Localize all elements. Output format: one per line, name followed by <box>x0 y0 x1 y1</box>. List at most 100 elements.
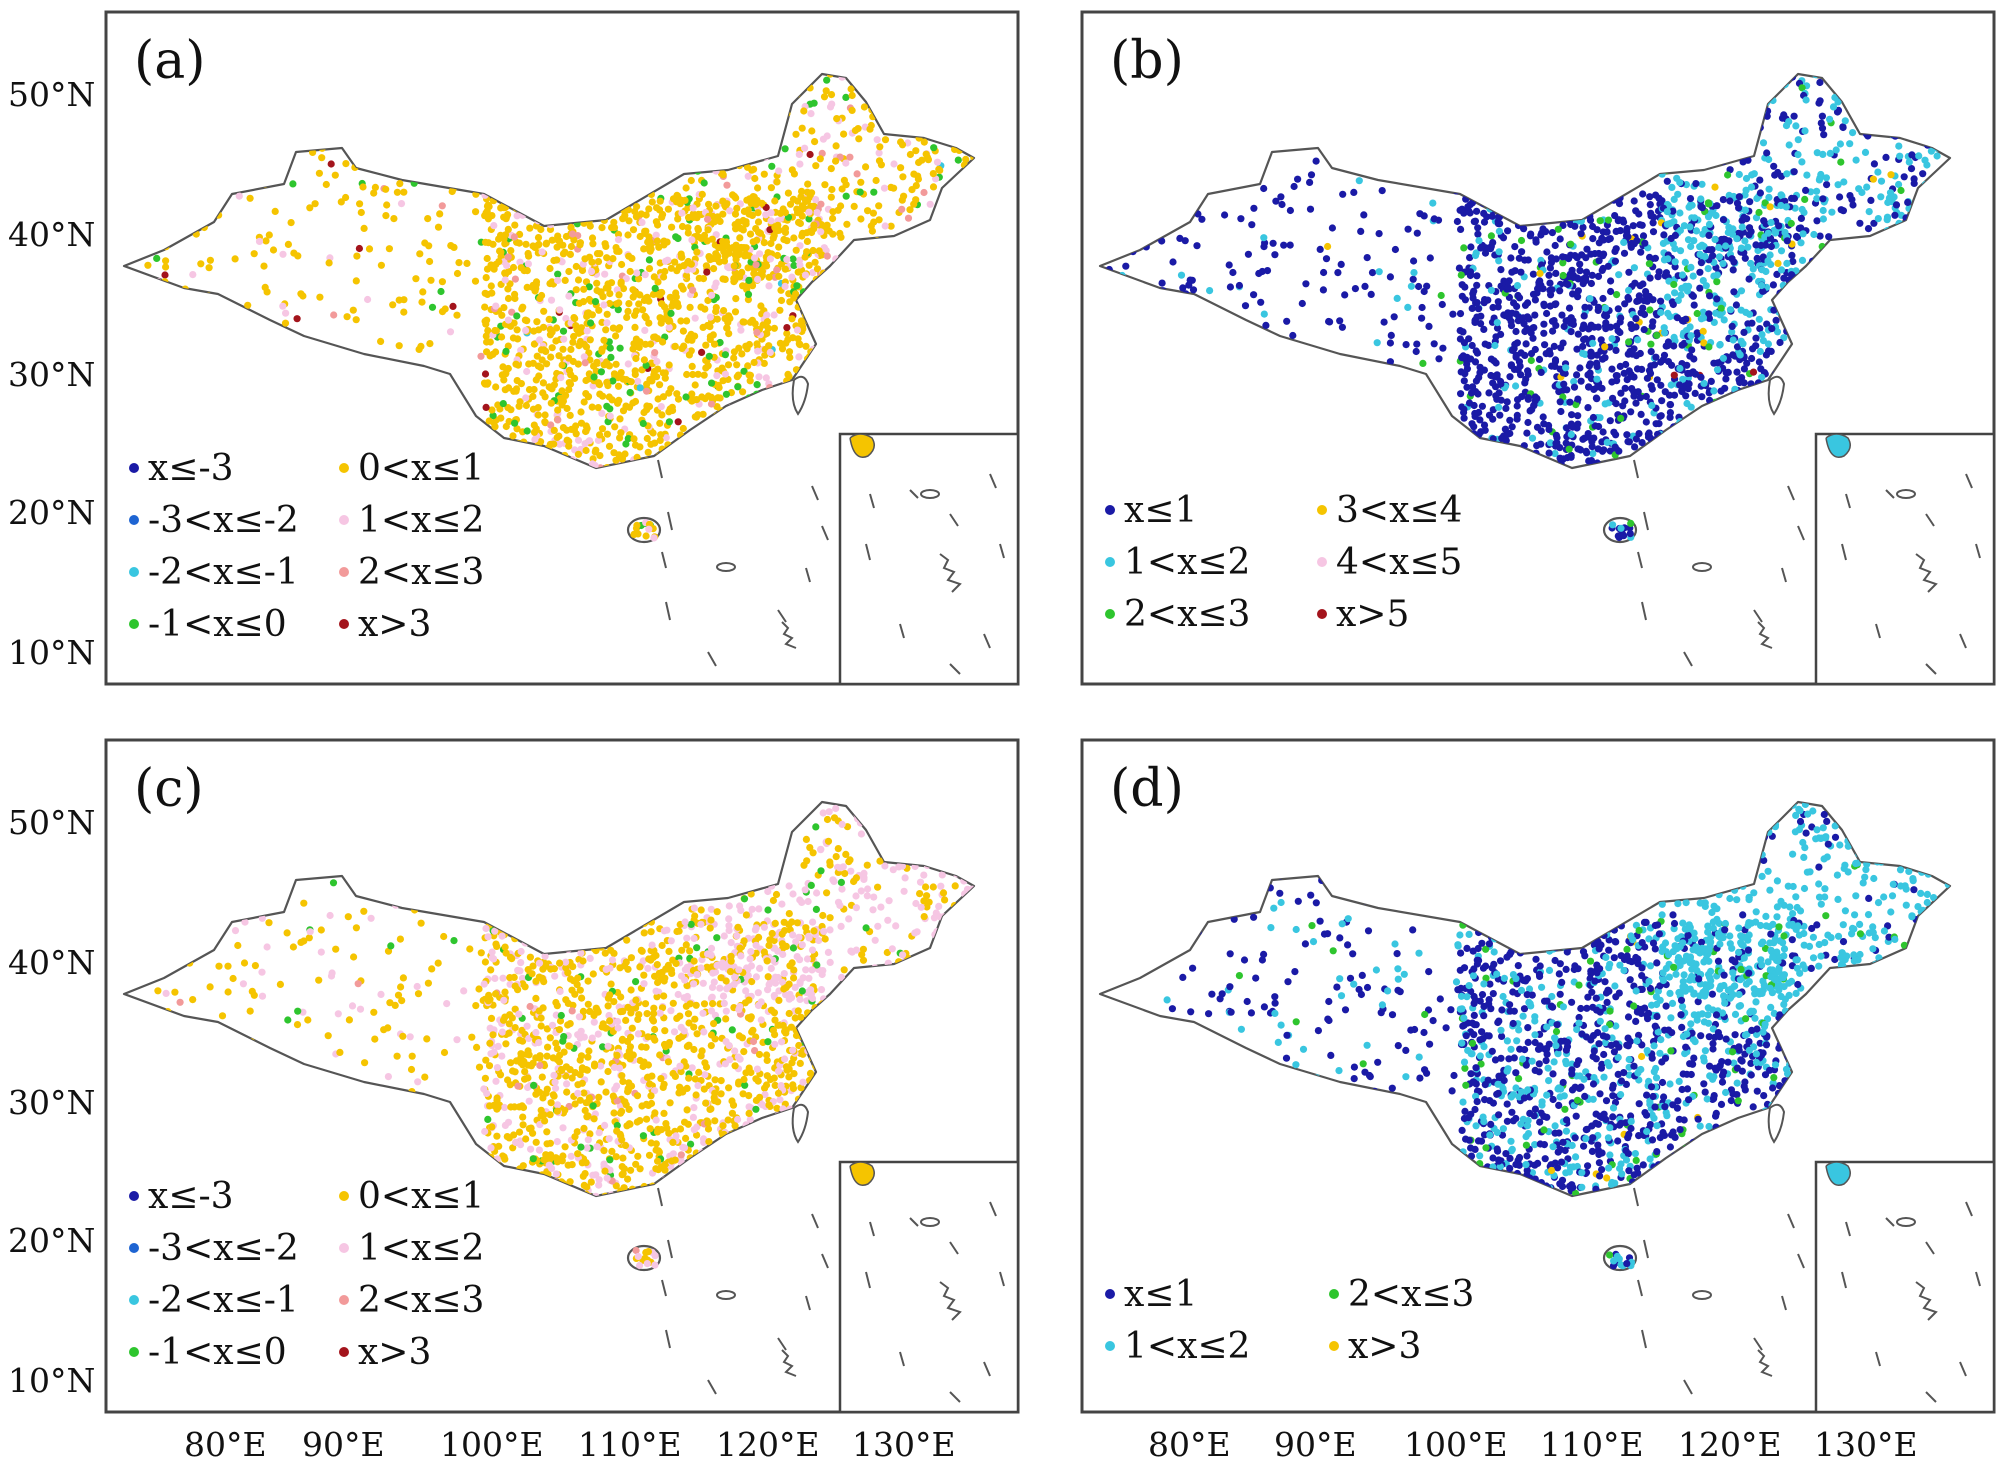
legend-marker <box>1317 505 1327 515</box>
station-point <box>1717 235 1726 244</box>
station-point <box>890 160 898 168</box>
station-point <box>1533 442 1541 450</box>
station-point <box>792 290 800 298</box>
station-point <box>741 250 750 258</box>
station-point <box>554 276 562 285</box>
legend-marker <box>129 463 139 473</box>
station-point <box>1815 99 1823 107</box>
station-point <box>1657 297 1665 305</box>
station-point <box>751 174 759 183</box>
station-point <box>1556 287 1564 295</box>
station-point <box>1472 377 1480 385</box>
station-point <box>760 359 768 367</box>
station-point <box>703 237 711 245</box>
station-point <box>516 258 524 266</box>
station-point <box>1748 171 1756 179</box>
station-point <box>1755 315 1763 323</box>
station-point <box>603 378 611 386</box>
station-point <box>1745 224 1754 232</box>
station-point <box>712 279 720 287</box>
station-point <box>1852 156 1860 164</box>
station-point <box>1476 363 1484 371</box>
station-point <box>842 159 850 167</box>
station-point <box>534 362 542 370</box>
station-point <box>603 430 611 438</box>
station-point <box>513 326 521 334</box>
station-point <box>1568 411 1576 419</box>
station-point <box>1494 303 1502 311</box>
station-point <box>1235 281 1243 290</box>
station-point <box>1507 361 1515 369</box>
station-point <box>645 256 654 264</box>
station-point <box>501 386 509 394</box>
panel-b: (b)x≤11<x≤22<x≤33<x≤44<x≤5x>5 <box>1080 10 1996 686</box>
station-point <box>1437 291 1445 300</box>
station-point <box>857 178 865 186</box>
station-point <box>1250 204 1258 212</box>
station-point <box>565 437 573 445</box>
station-point <box>1606 417 1614 425</box>
station-point <box>798 187 806 195</box>
station-point <box>1737 244 1745 252</box>
station-point <box>523 267 531 275</box>
taiwan-outline <box>1767 375 1786 416</box>
station-point <box>677 317 685 325</box>
station-point <box>197 260 205 268</box>
station-point <box>1646 306 1654 314</box>
station-point <box>1588 438 1596 446</box>
station-point <box>798 212 806 220</box>
station-point <box>1515 254 1523 262</box>
station-point <box>489 240 497 248</box>
station-point <box>322 180 330 189</box>
station-point <box>1839 123 1847 132</box>
station-point <box>1783 170 1791 178</box>
station-point <box>575 342 583 350</box>
station-point <box>801 253 809 261</box>
station-point <box>703 268 711 276</box>
station-point <box>1713 278 1721 286</box>
station-point <box>811 258 819 266</box>
station-point <box>290 249 298 257</box>
station-point <box>1460 339 1468 347</box>
station-point <box>633 269 641 277</box>
station-point <box>612 244 620 252</box>
station-point <box>1813 149 1821 157</box>
legend-label: 3<x≤4 <box>1336 490 1462 531</box>
station-point <box>781 145 789 153</box>
station-point <box>880 184 889 192</box>
station-point <box>488 406 496 414</box>
station-point <box>507 406 515 414</box>
station-point <box>616 434 624 442</box>
station-point <box>1783 237 1791 245</box>
station-point <box>1698 393 1706 401</box>
station-point <box>1426 254 1434 262</box>
station-point <box>1647 212 1655 220</box>
station-point <box>738 350 746 358</box>
station-point <box>1386 273 1394 281</box>
station-point <box>635 343 643 352</box>
station-point <box>484 327 492 335</box>
station-point <box>665 418 674 426</box>
station-point <box>606 412 614 420</box>
station-point <box>1386 339 1394 347</box>
station-point <box>1458 281 1466 289</box>
station-point <box>1260 310 1268 318</box>
boundary-dash <box>1641 601 1647 621</box>
station-point <box>1573 345 1581 353</box>
station-point <box>650 534 658 542</box>
panel-c: (c)x≤-3-3<x≤-2-2<x≤-1-1<x≤00<x≤11<x≤22<x… <box>104 738 1020 1414</box>
station-point <box>500 304 508 312</box>
station-point <box>746 318 754 326</box>
station-point <box>1474 224 1482 232</box>
station-point <box>962 155 970 163</box>
station-point <box>643 380 651 388</box>
station-point <box>652 231 660 239</box>
station-point <box>1571 222 1579 230</box>
station-point <box>600 336 608 344</box>
station-point <box>873 136 881 144</box>
station-point <box>1540 320 1548 328</box>
station-point <box>604 418 612 426</box>
station-point <box>1375 268 1383 276</box>
station-point <box>654 278 662 286</box>
station-point <box>876 143 884 151</box>
